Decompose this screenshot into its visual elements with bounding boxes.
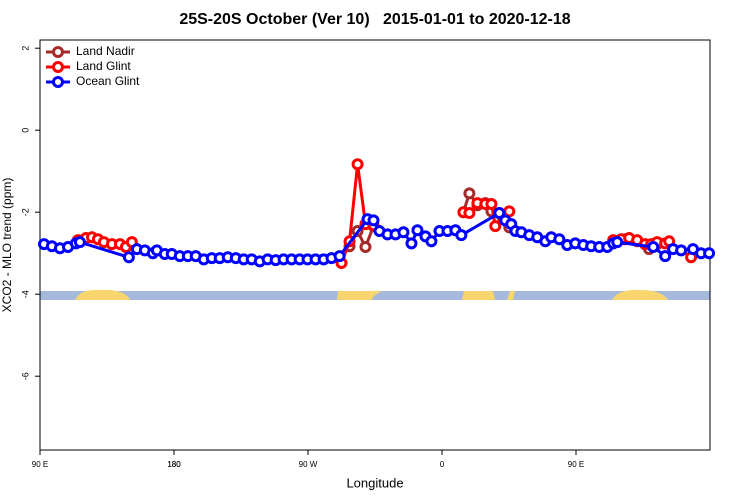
series-point <box>489 220 502 233</box>
series-point <box>411 224 424 237</box>
y-tick-label: -4 <box>20 290 30 298</box>
series-point <box>405 237 418 250</box>
legend-label: Land Nadir <box>76 44 135 58</box>
series-point <box>703 247 716 260</box>
series-point <box>659 250 672 263</box>
legend-marker <box>52 61 64 73</box>
series-point <box>359 241 372 254</box>
x-tick-label: 0 <box>440 460 445 469</box>
x-tick-label: 180 <box>167 460 181 469</box>
legend-label: Ocean Glint <box>76 74 140 88</box>
series-point <box>425 235 438 248</box>
x-tick-label: 180 <box>167 460 181 469</box>
series-point <box>333 250 346 263</box>
land-patch <box>462 291 495 300</box>
land-ocean-strip <box>40 289 710 300</box>
land-patch <box>612 289 668 300</box>
y-tick-label: 0 <box>20 128 30 133</box>
series-point <box>611 236 624 249</box>
land-patch <box>75 289 130 300</box>
series-point <box>675 244 688 257</box>
y-tick-label: -2 <box>20 208 30 216</box>
series-point <box>351 158 364 171</box>
legend-label: Land Glint <box>76 59 131 73</box>
y-axis-label: XCO2 - MLO trend (ppm) <box>0 178 14 313</box>
series-point <box>647 241 660 254</box>
series-point <box>455 229 468 242</box>
series-point <box>463 207 476 220</box>
x-axis-label: Longitude <box>346 475 403 490</box>
series-point <box>122 251 135 264</box>
x-tick-label: 90 W <box>299 460 318 469</box>
y-tick-label: 2 <box>20 46 30 51</box>
legend-marker <box>52 46 64 58</box>
ocean-band <box>40 291 710 300</box>
series-point <box>485 198 498 210</box>
legend-marker <box>52 76 64 88</box>
land-patch <box>507 291 515 300</box>
series-point <box>553 233 566 246</box>
chart-title: 25S-20S October (Ver 10) 2015-01-01 to 2… <box>179 11 570 28</box>
land-patch <box>337 291 382 300</box>
y-tick-label: -6 <box>20 372 30 380</box>
series-point <box>73 236 86 249</box>
series-point <box>367 214 380 227</box>
series-point <box>463 187 476 200</box>
series-point <box>493 207 506 220</box>
x-tick-label: 90 E <box>568 460 584 469</box>
series-point <box>397 226 410 239</box>
x-tick-label: 90 E <box>32 460 48 469</box>
